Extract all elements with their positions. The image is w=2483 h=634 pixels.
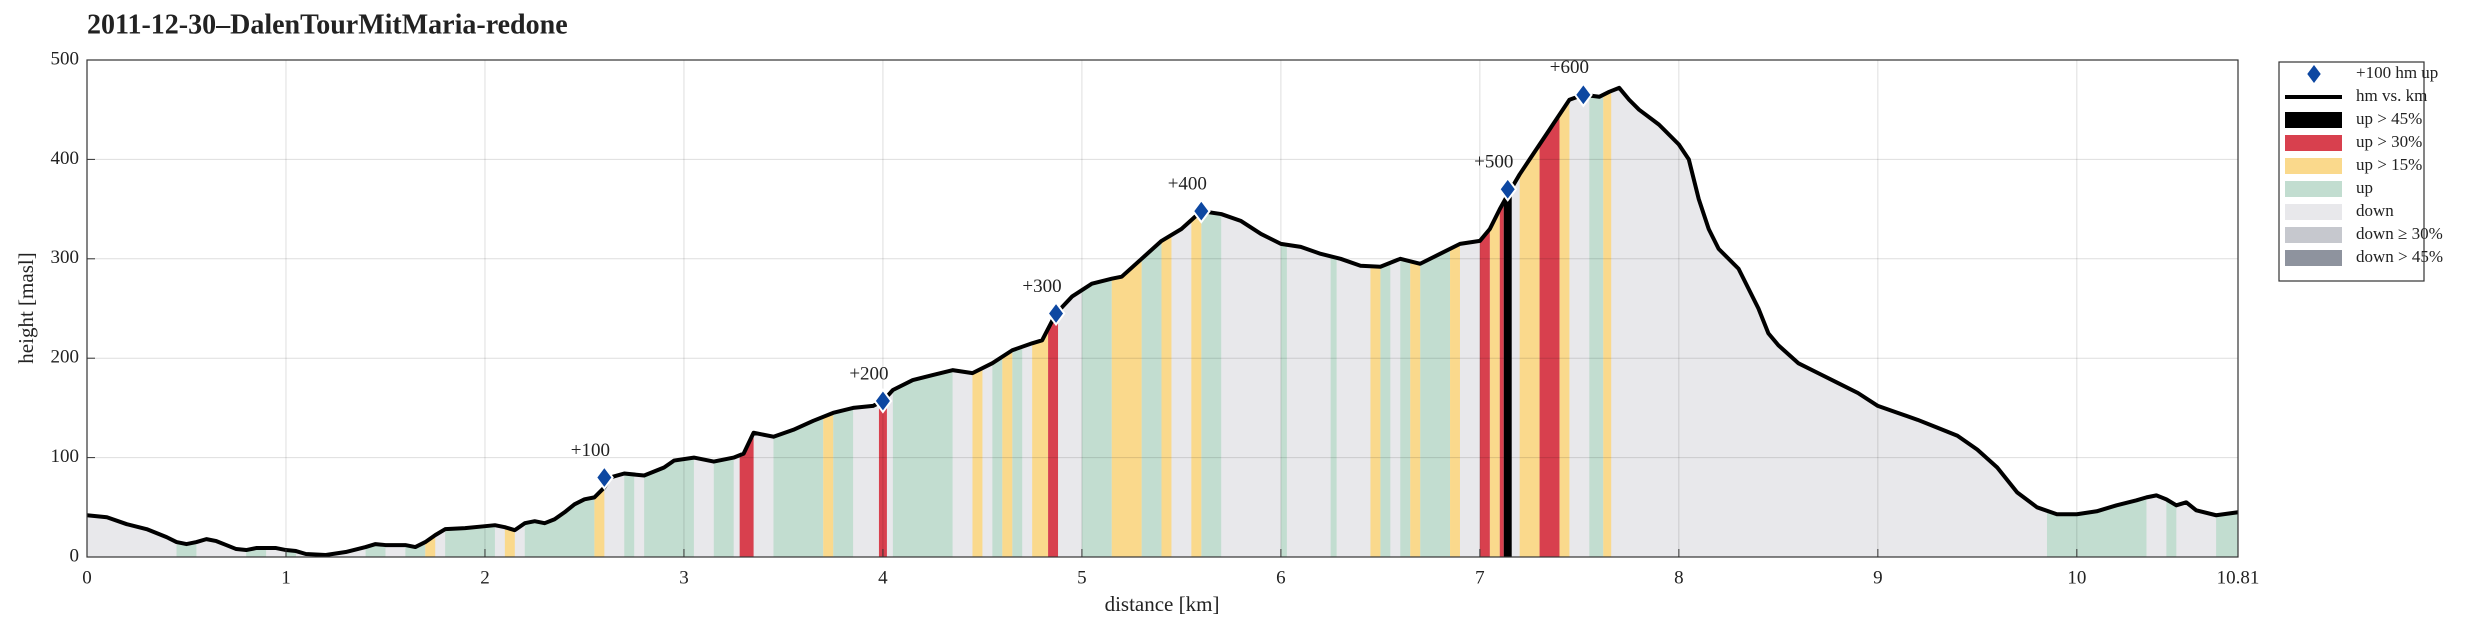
ascent-marker <box>1573 82 1593 108</box>
legend-label: up > 15% <box>2356 155 2422 174</box>
slope-band <box>1330 87 1337 557</box>
x-axis-label: distance [km] <box>1105 592 1220 616</box>
ascent-marker <box>1498 176 1518 202</box>
plot-frame <box>86 59 2239 558</box>
x-tick-label: 0 <box>82 567 92 588</box>
x-tick-label: 5 <box>1077 567 1087 588</box>
chart-title: 2011-12-30–DalenTourMitMaria-redone <box>87 9 568 40</box>
y-tick-label: 100 <box>51 446 80 467</box>
y-tick-label: 500 <box>51 48 80 69</box>
legend-swatch <box>2285 250 2342 266</box>
slope-band <box>1589 87 1604 557</box>
legend-swatch <box>2285 181 2342 197</box>
ascent-label: +400 <box>1168 173 1207 194</box>
legend-label: down ≥ 30% <box>2356 224 2443 243</box>
legend-label: down <box>2356 201 2394 220</box>
x-tick-label: 2 <box>480 567 490 588</box>
legend-label: up > 30% <box>2356 132 2422 151</box>
ascent-marker <box>873 388 893 414</box>
y-tick-label: 300 <box>51 247 80 268</box>
x-tick-label: 7 <box>1475 567 1485 588</box>
ascent-marker <box>594 464 614 491</box>
legend-swatch <box>2285 158 2342 174</box>
slope-band <box>1191 87 1202 557</box>
slope-band <box>1519 87 1540 557</box>
slope-band <box>1539 87 1560 557</box>
legend-swatch <box>2285 204 2342 220</box>
y-axis-label: height [masl] <box>14 252 38 363</box>
slope-band <box>1499 87 1504 557</box>
x-tick-label: 9 <box>1873 567 1883 588</box>
slope-band <box>1380 87 1391 557</box>
legend-label: up <box>2356 178 2373 197</box>
ascent-label: +200 <box>849 363 888 384</box>
legend-label: up > 45% <box>2356 109 2422 128</box>
x-tick-label: 4 <box>878 567 888 588</box>
ascent-marker <box>1046 300 1066 327</box>
slope-band <box>1479 87 1490 557</box>
x-tick-label: 8 <box>1674 567 1684 588</box>
slope-band <box>1400 87 1411 557</box>
x-tick-label: 1 <box>281 567 291 588</box>
slope-band <box>1410 87 1421 557</box>
legend-marker <box>2307 65 2321 83</box>
slope-band <box>1450 87 1460 557</box>
legend-label: hm vs. km <box>2356 86 2427 105</box>
legend-swatch <box>2285 135 2342 151</box>
legend-swatch <box>2285 112 2342 128</box>
slope-band <box>1559 87 1570 557</box>
slope-band <box>1489 87 1500 557</box>
elevation-line <box>86 85 2239 558</box>
y-tick-label: 200 <box>51 347 80 368</box>
slope-band <box>1503 87 1512 557</box>
ascent-marker <box>1191 198 1211 224</box>
x-tick-label: 10.81 <box>2217 567 2260 588</box>
y-tick-label: 0 <box>70 545 80 566</box>
legend-swatch <box>2285 227 2342 243</box>
slope-band <box>1280 87 1287 557</box>
ascent-label: +600 <box>1550 57 1589 78</box>
ascent-label: +500 <box>1474 152 1513 173</box>
slope-band <box>1370 87 1381 557</box>
slope-band <box>1161 87 1172 557</box>
x-tick-label: 10 <box>2067 567 2086 588</box>
x-tick-label: 6 <box>1276 567 1286 588</box>
ascent-label: +100 <box>571 440 610 461</box>
x-tick-label: 3 <box>679 567 689 588</box>
legend-label: down > 45% <box>2356 247 2443 266</box>
ascent-label: +300 <box>1022 276 1061 297</box>
legend-label: +100 hm up <box>2356 63 2438 82</box>
y-tick-label: 400 <box>51 148 80 169</box>
slope-band <box>1603 87 1612 557</box>
